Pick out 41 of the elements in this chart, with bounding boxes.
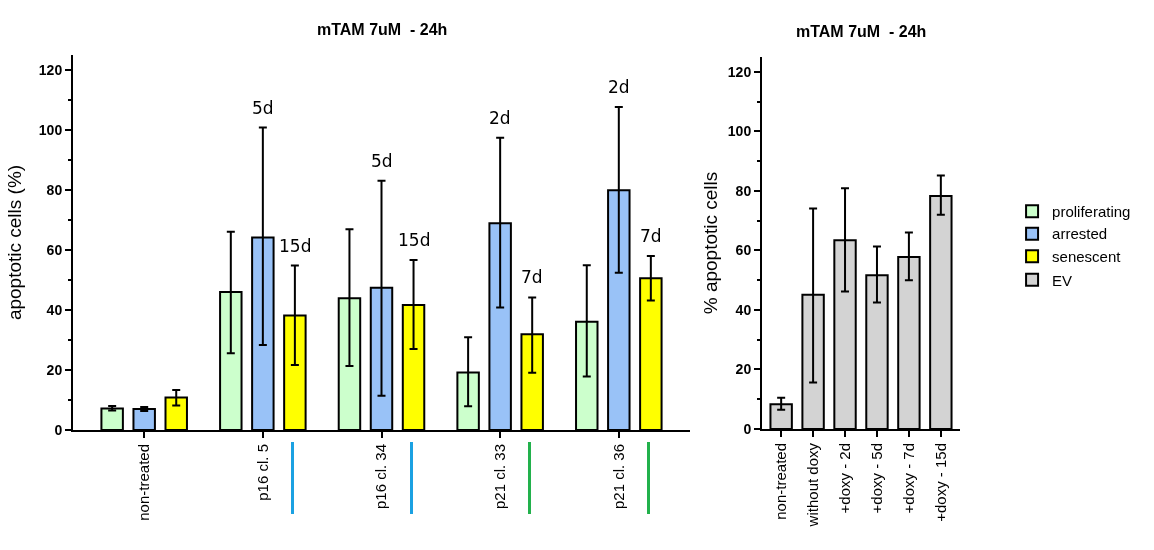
legend-label: senescent xyxy=(1052,247,1122,265)
y-tick-label: 80 xyxy=(735,182,752,199)
y-tick-label: 20 xyxy=(735,361,752,378)
annotation: 5d xyxy=(371,151,393,171)
y-tick-label: 60 xyxy=(735,242,752,259)
y-tick-label: 60 xyxy=(46,241,63,258)
x-tick-label: p21 cl. 36 xyxy=(609,444,627,510)
x-tick-label: non-treated xyxy=(772,443,790,520)
y-axis-title: % apoptotic cells xyxy=(700,171,721,315)
x-tick-label: p16 cl. 34 xyxy=(372,444,390,510)
y-axis-title: apoptotic cells (%) xyxy=(4,164,26,321)
x-tick-label: p21 cl. 33 xyxy=(491,444,509,510)
annotation: 7d xyxy=(640,226,662,246)
annotation: 15d xyxy=(398,230,431,250)
legend-label: EV xyxy=(1052,271,1073,289)
y-tick-label: 100 xyxy=(727,123,752,140)
y-tick-label: 40 xyxy=(46,301,63,318)
annotation: 2d xyxy=(608,77,630,97)
annotation: 15d xyxy=(279,236,312,256)
x-tick-label: +doxy - 2d xyxy=(835,443,853,514)
legend-label: proliferating xyxy=(1052,202,1131,220)
annotation: 2d xyxy=(489,108,511,128)
chart-title: mTAM 7uM - 24h xyxy=(796,23,927,40)
y-tick-label: 100 xyxy=(38,121,63,138)
y-tick-label: 40 xyxy=(735,301,752,318)
x-tick-label: +doxy - 5d xyxy=(867,443,885,514)
x-tick-label: +doxy - 15d xyxy=(931,443,949,522)
x-tick-label: p16 cl. 5 xyxy=(253,444,271,501)
y-tick-label: 0 xyxy=(54,421,63,438)
x-tick-label: without doxy xyxy=(803,442,821,528)
x-tick-label: +doxy - 7d xyxy=(899,443,917,514)
annotation: 5d xyxy=(252,98,274,118)
x-tick-label: non-treated xyxy=(135,444,153,521)
legend-label: arrested xyxy=(1052,225,1108,243)
chart-title: mTAM 7uM - 24h xyxy=(317,21,448,38)
y-tick-label: 0 xyxy=(743,420,752,437)
y-tick-label: 80 xyxy=(46,181,63,198)
annotation: 7d xyxy=(521,267,543,287)
y-tick-label: 120 xyxy=(38,61,63,78)
y-tick-label: 120 xyxy=(727,63,752,80)
y-tick-label: 20 xyxy=(46,361,63,378)
